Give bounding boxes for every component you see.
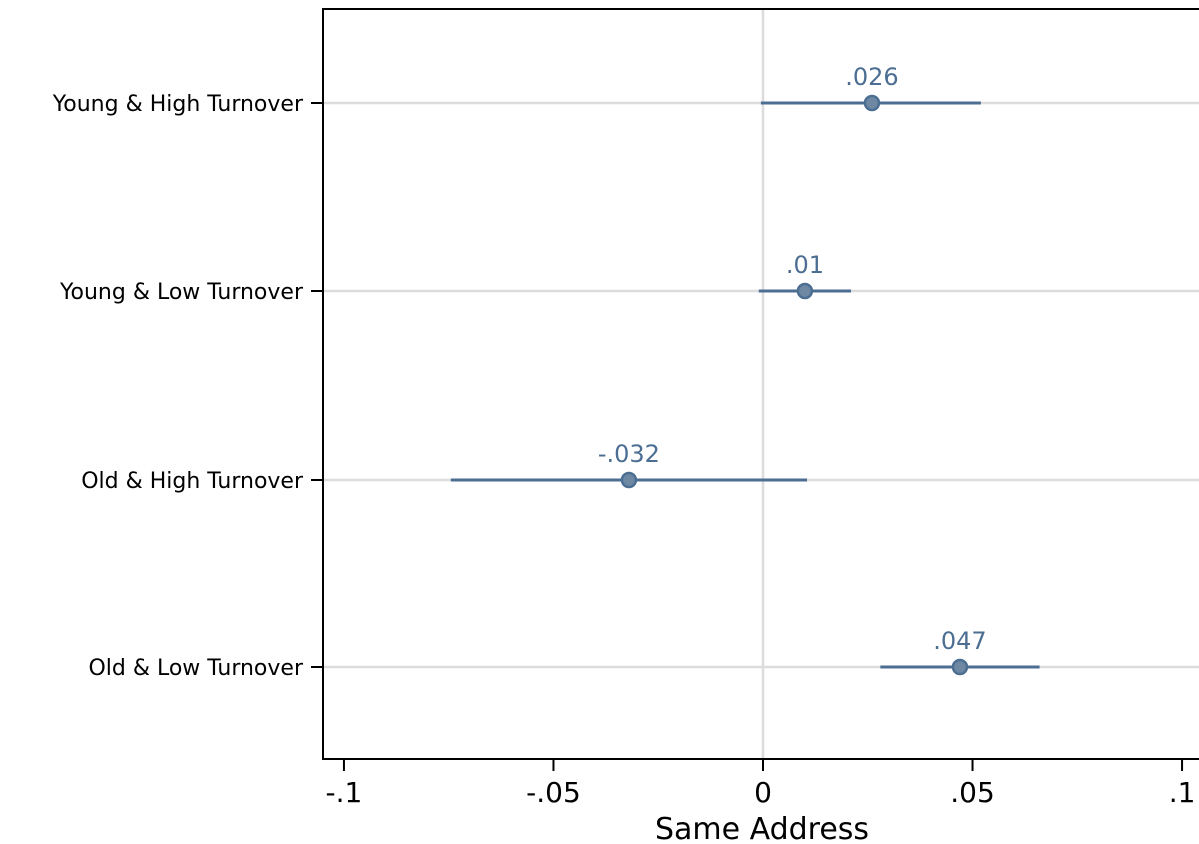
- series-markers: .026 .01 -.032 .047: [450, 63, 1040, 676]
- grid-lines: [323, 101, 1199, 669]
- plot-frame: [322, 8, 1199, 760]
- x-axis-title: Same Address: [655, 812, 869, 844]
- x-tick-label: 0: [754, 776, 772, 809]
- point-estimate: [951, 658, 969, 676]
- data-label: .026: [845, 63, 898, 91]
- point-estimate: [620, 471, 638, 489]
- x-tick-label: -.1: [326, 776, 363, 809]
- point-estimate: [796, 282, 814, 300]
- point-estimate: [863, 94, 881, 112]
- data-label: -.032: [598, 440, 660, 468]
- category-label: Old & Low Turnover: [88, 656, 304, 681]
- x-tick-label: -.05: [526, 776, 581, 809]
- category-label: Young & Low Turnover: [59, 280, 304, 305]
- x-axis-ticks: -.1 -.05 0 .05 .1: [326, 759, 1196, 809]
- x-tick-label: .05: [950, 776, 995, 809]
- x-tick-label: .1: [1169, 776, 1196, 809]
- category-label: Old & High Turnover: [81, 469, 304, 494]
- category-label: Young & High Turnover: [52, 92, 304, 117]
- data-label: .01: [786, 251, 824, 279]
- data-label: .047: [933, 627, 986, 655]
- y-axis-ticks: Young & High Turnover Young & Low Turnove…: [52, 92, 323, 681]
